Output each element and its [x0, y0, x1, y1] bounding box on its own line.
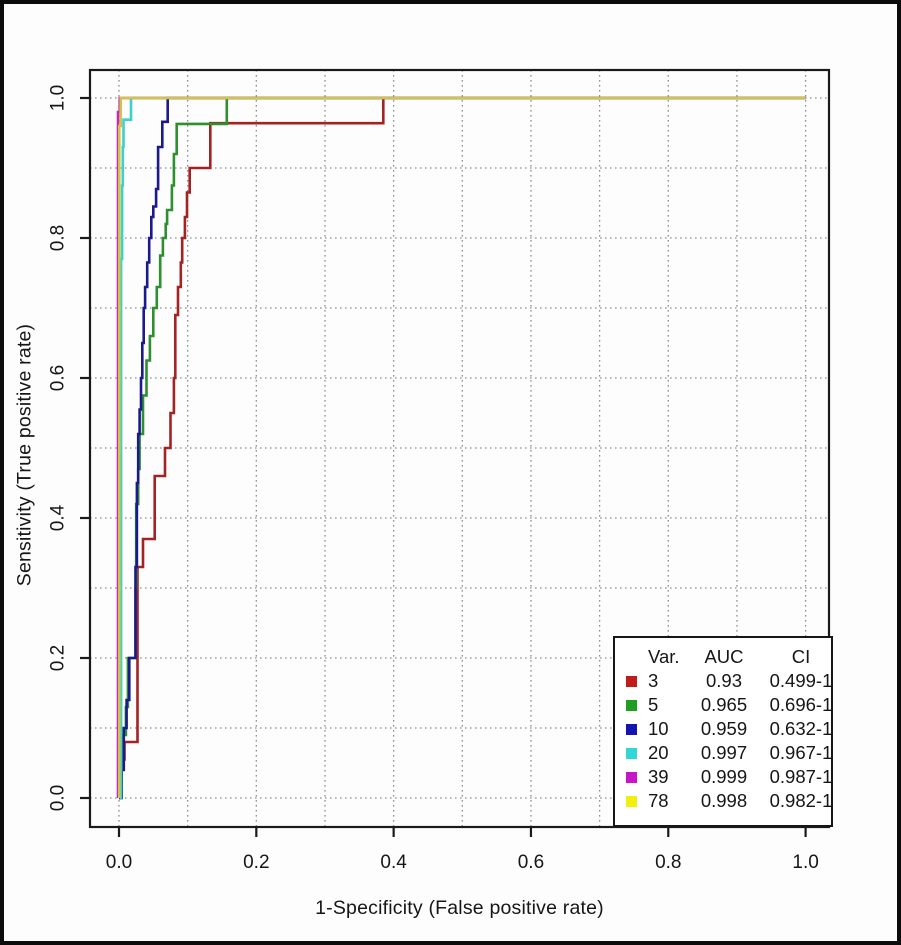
legend-box: Var. AUC CI 3 0.93 0.499-1 5 0.965 0.696-1 10 0…: [613, 636, 833, 827]
legend-swatch-icon: [626, 748, 637, 759]
legend-auc-value: 0.959: [700, 718, 748, 739]
legend-auc-value: 0.998: [700, 790, 748, 811]
x-axis-title: 1-Specificity (False positive rate): [315, 897, 604, 919]
roc-curve-10: [119, 96, 806, 800]
legend-swatch-icon: [626, 700, 637, 711]
roc-curve-3: [119, 96, 806, 800]
legend-auc-value: 0.965: [700, 694, 748, 715]
legend-header-auc: AUC: [704, 646, 744, 667]
x-tick-label: 0.0: [106, 852, 132, 873]
y-tick-label: 0.6: [48, 365, 69, 391]
legend-swatch-icon: [626, 724, 637, 735]
legend-var-value: 20: [648, 742, 669, 763]
legend-rows: 3 0.93 0.499-1 5 0.965 0.696-1 10 0.959 0.632-1 2…: [621, 669, 832, 813]
legend-swatch-icon: [626, 676, 637, 687]
roc-curve-78: [118, 96, 806, 798]
legend-ci-value: 0.696-1: [769, 694, 833, 715]
x-tick-label: 1.0: [792, 852, 818, 873]
y-tick-label: 0.0: [48, 785, 69, 811]
axis-ticks: [80, 96, 807, 837]
y-tick-label: 1.0: [48, 85, 69, 111]
legend-row-3: 3 0.93 0.499-1: [621, 669, 832, 693]
legend-auc-value: 0.93: [705, 670, 742, 691]
legend-row-5: 5 0.965 0.696-1: [621, 693, 832, 717]
legend-row-78: 78 0.998 0.982-1: [621, 789, 832, 813]
legend-row-10: 10 0.959 0.632-1: [621, 717, 832, 741]
legend-row-39: 39 0.999 0.987-1: [621, 765, 832, 789]
legend-ci-value: 0.967-1: [769, 742, 833, 763]
roc-curve-20: [119, 96, 806, 800]
legend-header-var: Var.: [648, 646, 680, 667]
legend-ci-value: 0.499-1: [769, 670, 833, 691]
legend-auc-value: 0.997: [700, 742, 748, 763]
legend-var-value: 10: [648, 718, 669, 739]
legend-var-value: 39: [648, 766, 669, 787]
legend-header-ci: CI: [791, 646, 811, 667]
legend-swatch-icon: [626, 796, 637, 807]
legend-var-value: 3: [648, 670, 659, 691]
legend-swatch-icon: [626, 772, 637, 783]
legend-var-value: 5: [648, 694, 659, 715]
legend-ci-value: 0.632-1: [769, 718, 833, 739]
legend-ci-value: 0.987-1: [769, 766, 833, 787]
x-tick-label: 0.8: [655, 852, 681, 873]
legend-ci-value: 0.982-1: [769, 790, 833, 811]
axis-tick-labels: 0.0 0.2 0.4 0.6 0.8 1.0 0.0 0.2 0.4 0.6 0.8 1.0: [48, 85, 819, 873]
y-axis-title: Sensitivity (True positive rate): [13, 323, 36, 587]
y-tick-label: 0.4: [48, 504, 69, 531]
y-tick-label: 0.2: [48, 645, 69, 671]
y-tick-label: 0.8: [48, 225, 69, 251]
legend-header: Var. AUC CI: [621, 645, 831, 669]
plot-border: [88, 68, 831, 829]
legend-auc-value: 0.999: [700, 766, 748, 787]
x-tick-label: 0.6: [518, 852, 544, 873]
legend-var-value: 78: [648, 790, 669, 811]
x-tick-label: 0.4: [380, 852, 407, 873]
legend-row-20: 20 0.997 0.967-1: [621, 741, 832, 765]
x-tick-label: 0.2: [243, 852, 269, 873]
roc-curves: [116, 96, 806, 800]
